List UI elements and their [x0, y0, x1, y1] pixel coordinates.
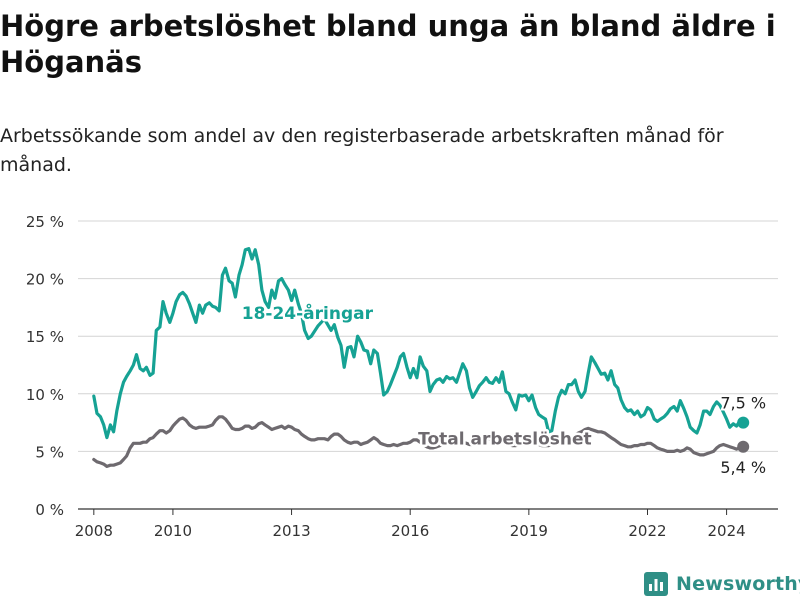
chart-subtitle: Arbetssökande som andel av den registerb…: [0, 125, 724, 176]
y-tick-label: 15 %: [26, 328, 64, 346]
x-tick-label: 2013: [272, 522, 310, 540]
total-series-line: [92, 415, 745, 468]
total-end-label: 5,4 %: [720, 458, 766, 477]
labels: 18-24-åringar Total arbetslöshet 7,5 % 5,4 …: [239, 299, 768, 478]
brand-name: Newsworthy: [676, 573, 800, 595]
youth-series-label: 18-24-åringar: [242, 302, 374, 324]
total-end-point: [737, 440, 750, 453]
x-tick-label: 2008: [75, 522, 113, 540]
y-tick-label: 25 %: [26, 213, 64, 231]
y-tick-label: 20 %: [26, 271, 64, 289]
x-tick-label: 2024: [707, 522, 745, 540]
total-series-label: Total arbetslöshet: [418, 429, 592, 449]
series-lines: [92, 247, 750, 468]
youth-series-line: [92, 247, 745, 440]
y-tick-label: 5 %: [35, 443, 64, 461]
youth-end-label: 7,5 %: [720, 394, 766, 413]
chart-title: Högre arbetslöshet bland unga än bland ä…: [0, 9, 776, 79]
x-tick-label: 2019: [510, 522, 548, 540]
brand-logo[interactable]: Newsworthy: [644, 570, 800, 598]
gridlines: [78, 220, 778, 510]
x-tick-label: 2010: [154, 522, 192, 540]
bar-chart-logo-icon: [644, 572, 668, 596]
x-tick-label: 2016: [391, 522, 429, 540]
axes: 0 % 5 % 10 % 15 % 20 % 25 % 2008 2010 2013 2016 20…: [26, 213, 746, 540]
y-tick-label: 0 %: [35, 501, 64, 519]
x-tick-label: 2022: [628, 522, 666, 540]
youth-end-point: [737, 416, 750, 429]
y-tick-label: 10 %: [26, 386, 64, 404]
